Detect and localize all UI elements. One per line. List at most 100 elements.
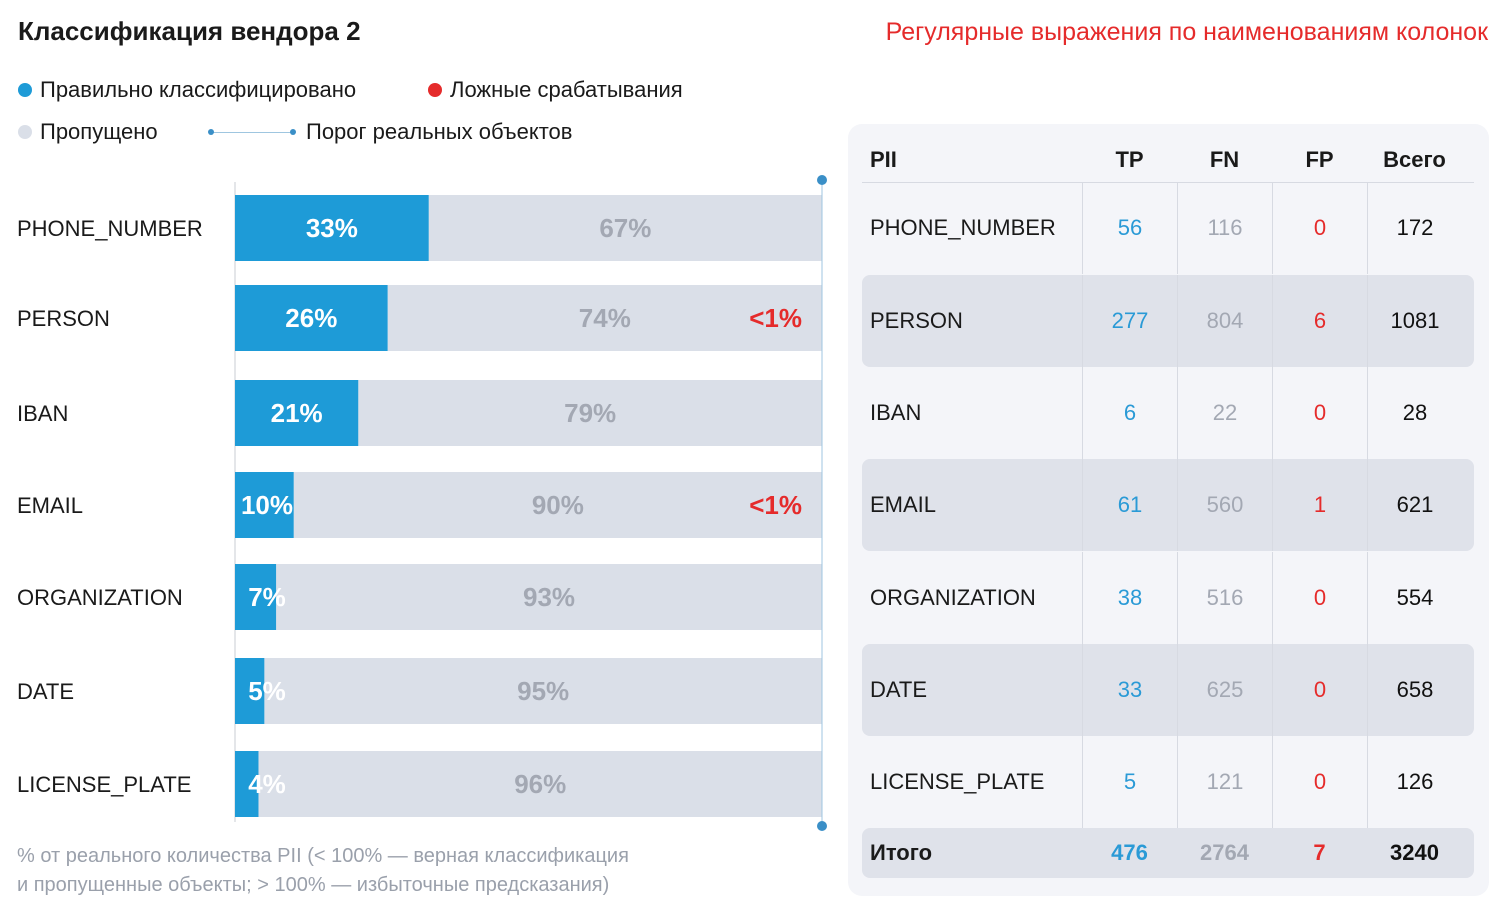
bar-tp-label: 21%	[271, 398, 323, 428]
row-fn: 121	[1177, 736, 1272, 828]
table-row: PHONE_NUMBER 56 116 0 172	[862, 182, 1474, 274]
total-fn: 2764	[1200, 840, 1249, 865]
header-fn: FN	[1209, 147, 1240, 172]
bar-tp-label: 33%	[306, 213, 358, 243]
bar-fn	[264, 658, 823, 724]
legend-fp-swatch	[428, 83, 442, 97]
table-row: LICENSE_PLATE 5 121 0 126	[862, 736, 1474, 828]
row-tp: 38	[1082, 552, 1177, 644]
bar-tp-label: 26%	[285, 303, 337, 333]
table-row: IBAN 6 22 0 28	[862, 367, 1474, 459]
legend-tp: Правильно классифицировано	[18, 77, 356, 103]
bar-tp-label: 7%	[248, 582, 286, 612]
total-fp: 7	[1313, 840, 1326, 865]
header-pii: PII	[870, 147, 897, 172]
total-tp: 476	[1111, 840, 1148, 865]
row-fp: 0	[1272, 736, 1367, 828]
row-tp: 56	[1082, 182, 1177, 274]
legend-fn-swatch	[18, 125, 32, 139]
row-fn: 804	[1177, 275, 1272, 367]
bar-fn-label: 95%	[517, 676, 569, 706]
row-tp: 5	[1082, 736, 1177, 828]
row-total: 621	[1367, 459, 1462, 551]
row-tp: 33	[1082, 644, 1177, 736]
header-total: Всего	[1383, 147, 1446, 172]
row-fn: 625	[1177, 644, 1272, 736]
bar-tp	[235, 751, 259, 817]
row-total: 1081	[1367, 275, 1462, 367]
bar-fn	[358, 380, 822, 446]
total-label: Итого	[870, 840, 933, 865]
bar-tp	[235, 285, 388, 351]
legend-fp-label: Ложные срабатывания	[450, 77, 683, 102]
row-name: EMAIL	[870, 492, 937, 517]
summary-table: PII TP FN FP Всего PHONE_NUMBER 56 116 0 172…	[848, 124, 1489, 896]
bar-tp	[235, 380, 359, 446]
row-total: 172	[1367, 182, 1462, 274]
row-name: ORGANIZATION	[870, 585, 1036, 610]
legend-fn-label: Пропущено	[40, 119, 158, 144]
bar-tp-label: 10%	[241, 490, 293, 520]
legend-threshold-swatch	[208, 125, 296, 139]
legend-fp: Ложные срабатывания	[428, 77, 683, 103]
bar-tp	[235, 472, 294, 538]
legend-tp-label: Правильно классифицировано	[40, 77, 357, 102]
bar-fp-label: <1%	[749, 490, 802, 520]
header-tp: TP	[1115, 147, 1144, 172]
bar-fn-label: 93%	[523, 582, 575, 612]
chart-subtitle: Регулярные выражения по наименованиям ко…	[885, 18, 1488, 46]
footnote-line-2: и пропущенные объекты; > 100% — избыточн…	[17, 874, 610, 896]
category-label: ORGANIZATION	[17, 585, 183, 610]
table-header: PII TP FN FP Всего	[862, 138, 1474, 182]
bar-tp-label: 5%	[248, 676, 286, 706]
row-name: PERSON	[870, 308, 963, 333]
footnote: % от реального количества PII (< 100% — …	[17, 842, 629, 900]
row-fn: 516	[1177, 552, 1272, 644]
legend-fn: Пропущено	[18, 119, 158, 145]
row-total: 28	[1367, 367, 1462, 459]
row-fp: 1	[1272, 459, 1367, 551]
row-fp: 0	[1272, 552, 1367, 644]
row-fp: 6	[1272, 275, 1367, 367]
threshold-dot-bottom	[817, 821, 827, 831]
bar-fn-label: 90%	[532, 490, 584, 520]
bar-tp	[235, 195, 429, 261]
row-name: DATE	[870, 677, 928, 702]
category-label: PERSON	[17, 306, 110, 331]
chart-title: Классификация вендора 2	[18, 16, 361, 46]
legend-threshold-label: Порог реальных объектов	[306, 119, 573, 144]
row-fn: 22	[1177, 367, 1272, 459]
row-fp: 0	[1272, 644, 1367, 736]
row-tp: 61	[1082, 459, 1177, 551]
row-fp: 0	[1272, 367, 1367, 459]
category-label: IBAN	[17, 401, 68, 426]
bar-fn-label: 67%	[599, 213, 651, 243]
bar-fp-label: <1%	[749, 303, 802, 333]
bar-tp-label: 4%	[248, 769, 286, 799]
category-label: PHONE_NUMBER	[17, 216, 203, 241]
bar-fn-label: 79%	[564, 398, 616, 428]
bar-chart: PHONE_NUMBER 33% 67% PERSON 26% 74% <1% IBAN 21%…	[17, 175, 827, 831]
bar-fn	[293, 472, 822, 538]
bar-tp	[235, 658, 265, 724]
row-fn: 116	[1177, 182, 1272, 274]
threshold-dot-top	[817, 175, 827, 185]
footnote-line-1: % от реального количества PII (< 100% — …	[17, 845, 629, 867]
legend-threshold: Порог реальных объектов	[208, 119, 572, 145]
legend-tp-swatch	[18, 83, 32, 97]
table-row: PERSON 277 804 6 1081	[862, 275, 1474, 367]
bar-fn	[428, 195, 822, 261]
row-name: LICENSE_PLATE	[870, 769, 1045, 794]
table-row: EMAIL 61 560 1 621	[862, 459, 1474, 551]
row-total: 554	[1367, 552, 1462, 644]
row-fp: 0	[1272, 182, 1367, 274]
table-row: ORGANIZATION 38 516 0 554	[862, 552, 1474, 644]
header-fp: FP	[1305, 147, 1334, 172]
table-row: DATE 33 625 0 658	[862, 644, 1474, 736]
bar-fn	[276, 564, 823, 630]
category-label: DATE	[17, 679, 74, 704]
row-tp: 277	[1082, 275, 1177, 367]
bar-fn-label: 74%	[579, 303, 631, 333]
row-total: 126	[1367, 736, 1462, 828]
bar-tp	[235, 564, 277, 630]
